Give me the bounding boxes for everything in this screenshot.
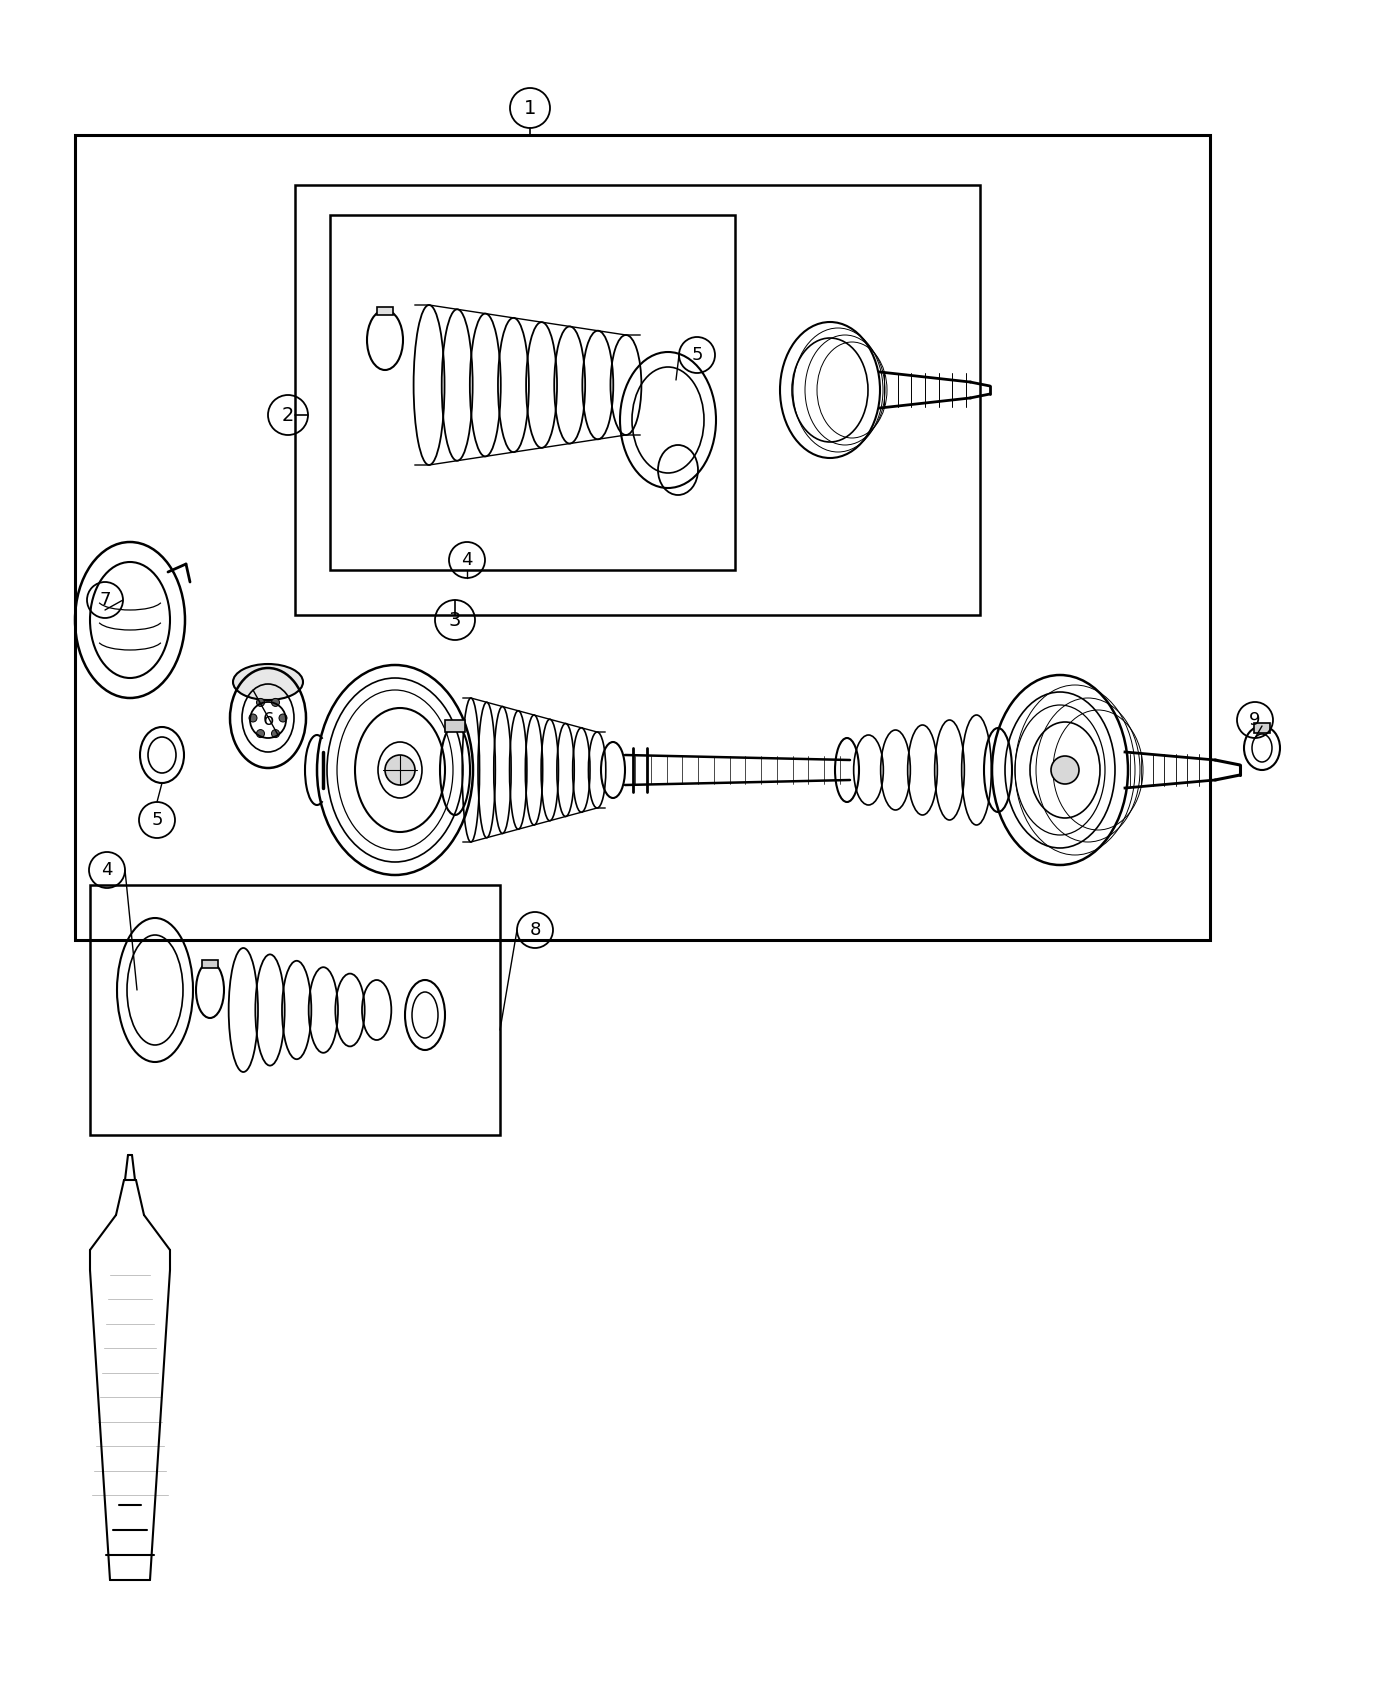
Bar: [295, 185, 980, 615]
Text: 9: 9: [1249, 711, 1261, 729]
Circle shape: [279, 714, 287, 722]
Circle shape: [385, 755, 414, 785]
Circle shape: [272, 699, 280, 707]
Text: 6: 6: [262, 711, 273, 729]
Text: 4: 4: [101, 860, 113, 879]
Circle shape: [256, 699, 265, 707]
Bar: [76, 134, 1210, 940]
Bar: [330, 214, 735, 570]
Circle shape: [272, 729, 280, 738]
Circle shape: [249, 714, 258, 722]
Text: 3: 3: [449, 610, 461, 629]
Text: 8: 8: [529, 921, 540, 938]
Bar: [1254, 722, 1270, 733]
Text: 4: 4: [461, 551, 473, 570]
Circle shape: [256, 729, 265, 738]
Text: 7: 7: [99, 592, 111, 609]
Text: 5: 5: [692, 347, 703, 364]
Ellipse shape: [232, 665, 302, 700]
Bar: [377, 308, 393, 314]
Text: 2: 2: [281, 406, 294, 425]
Bar: [202, 960, 218, 967]
Text: 1: 1: [524, 99, 536, 117]
Bar: [90, 886, 500, 1136]
Bar: [445, 721, 465, 733]
Circle shape: [1051, 756, 1079, 784]
Text: 5: 5: [151, 811, 162, 830]
